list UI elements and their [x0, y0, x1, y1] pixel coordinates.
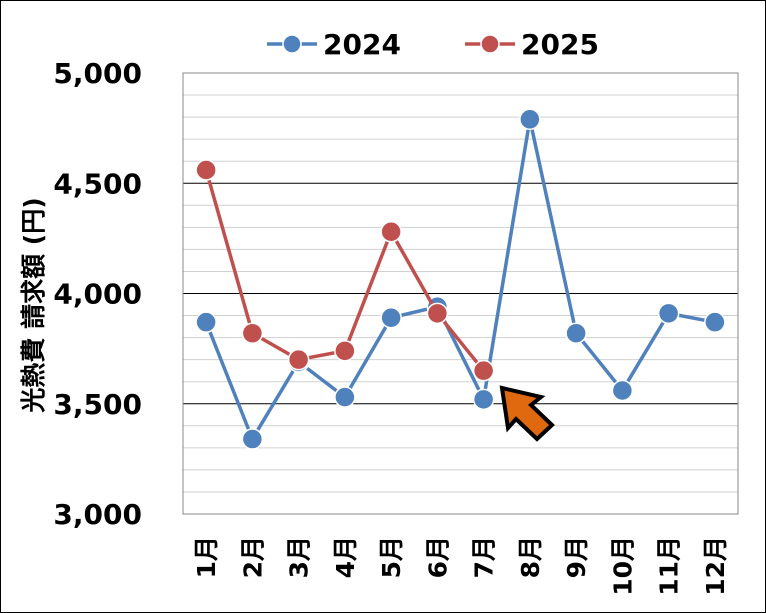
data-point [657, 302, 680, 325]
series-2025 [195, 159, 495, 382]
data-point [241, 322, 264, 344]
x-tick-label: 7月 [470, 536, 499, 578]
x-tick-label: 10月 [608, 536, 637, 596]
data-point [241, 428, 264, 450]
x-tick-label: 3月 [285, 536, 314, 578]
data-point [334, 386, 356, 408]
data-point [519, 108, 541, 131]
data-point [334, 340, 356, 362]
data-point [287, 348, 310, 371]
y-tick-label: 4,500 [53, 167, 142, 200]
annotation-arrow [499, 385, 555, 442]
series-line [204, 117, 716, 441]
data-point [195, 159, 217, 181]
data-point [380, 307, 402, 329]
arrow-shape [499, 385, 555, 442]
data-point [565, 322, 587, 344]
data-point [472, 359, 495, 382]
plot-area [182, 72, 739, 515]
legend-marker [480, 34, 500, 54]
data-point [426, 302, 449, 325]
legend-label: 2024 [323, 28, 401, 61]
grid [183, 94, 738, 493]
data-point [195, 311, 217, 333]
y-tick-label: 3,500 [53, 388, 142, 421]
legend: 2024 2025 [267, 28, 599, 61]
data-point [611, 379, 634, 402]
x-tick-label: 6月 [423, 536, 452, 578]
data-point [704, 311, 726, 333]
y-axis-ticks: 3,000 3,500 4,000 4,500 5,000 [53, 57, 142, 531]
series-2024 [195, 108, 726, 450]
x-tick-label: 1月 [192, 536, 221, 578]
y-tick-label: 5,000 [53, 57, 142, 90]
x-tick-label: 8月 [516, 536, 545, 578]
data-point [380, 221, 402, 243]
y-tick-label: 4,000 [53, 278, 142, 311]
x-tick-label: 2月 [238, 536, 267, 578]
legend-marker [282, 34, 302, 54]
x-tick-label: 5月 [377, 536, 406, 578]
x-axis-ticks: 1月 2月 3月 4月 5月 6月 7月 8月 9月 10月 11月 12月 [192, 536, 730, 596]
series-layer [195, 108, 726, 450]
y-axis-label: 光熱費 請求額 (円) [19, 197, 48, 413]
x-tick-label: 4月 [331, 536, 360, 578]
x-tick-label: 9月 [562, 536, 591, 578]
legend-label: 2025 [521, 28, 599, 61]
y-tick-label: 3,000 [53, 498, 142, 531]
x-tick-label: 12月 [701, 536, 730, 596]
data-point [472, 388, 495, 411]
x-tick-label: 11月 [655, 536, 684, 596]
